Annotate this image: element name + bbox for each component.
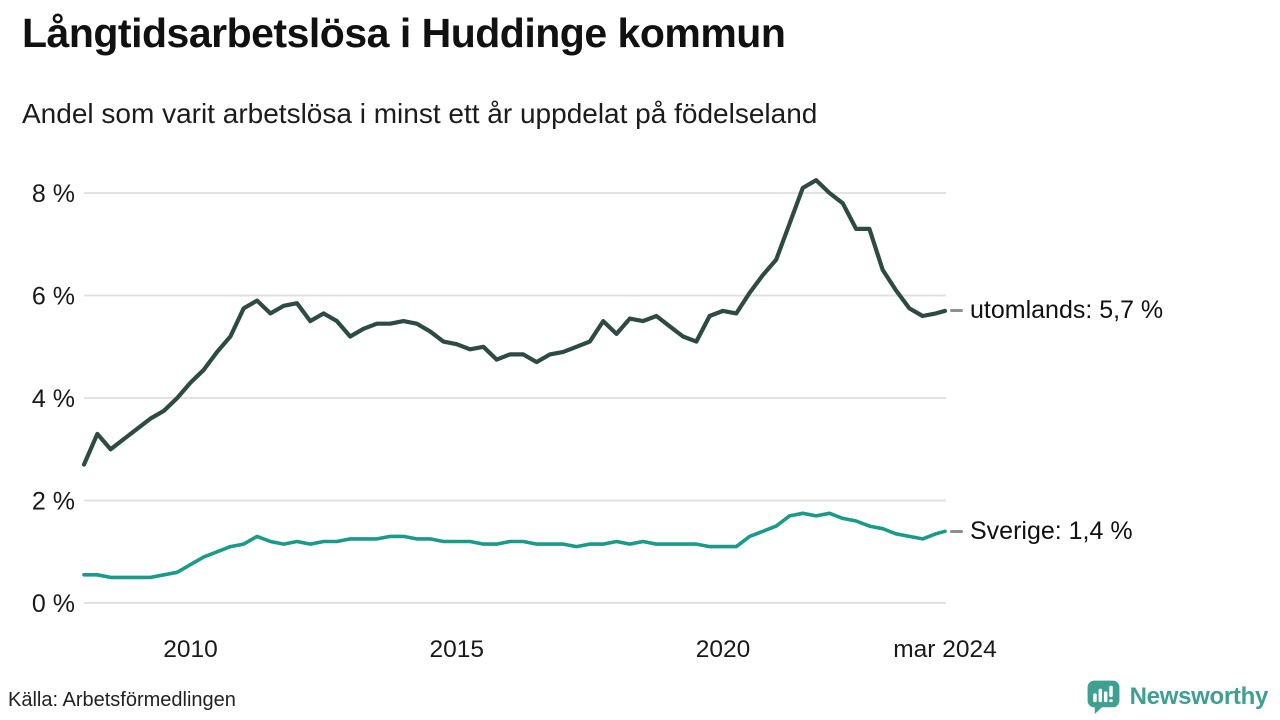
- x-tick-label: mar 2024: [893, 636, 997, 663]
- series-end-label-utomlands: utomlands: 5,7 %: [950, 294, 1163, 327]
- y-tick-label: 8 %: [32, 180, 75, 208]
- newsworthy-logo: Newsworthy: [1085, 678, 1268, 716]
- series-line-Sverige: [82, 511, 947, 580]
- x-tick-label: 2010: [163, 636, 218, 663]
- chart-subtitle: Andel som varit arbetslösa i minst ett å…: [22, 98, 818, 129]
- y-tick-label: 2 %: [32, 488, 75, 516]
- chart-title: Långtidsarbetslösa i Huddinge kommun: [22, 10, 786, 56]
- y-tick-label: 0 %: [32, 590, 75, 618]
- series-line-utomlands: [81, 178, 948, 467]
- label-dash: [950, 529, 963, 533]
- newsworthy-icon: [1087, 680, 1120, 714]
- x-tick-label: 2020: [696, 636, 751, 663]
- brand-name: Newsworthy: [1129, 683, 1269, 710]
- y-tick-label: 4 %: [32, 385, 75, 413]
- label-dash: [950, 309, 963, 313]
- series-label-text: utomlands: 5,7 %: [970, 296, 1164, 325]
- x-tick-label: 2015: [429, 636, 484, 663]
- y-tick-label: 6 %: [32, 283, 75, 311]
- bar-chart-glyph: [1092, 685, 1113, 703]
- source-attribution: Källa: Arbetsförmedlingen: [8, 689, 236, 711]
- series-label-text: Sverige: 1,4 %: [970, 516, 1133, 545]
- series-end-label-Sverige: Sverige: 1,4 %: [950, 515, 1133, 548]
